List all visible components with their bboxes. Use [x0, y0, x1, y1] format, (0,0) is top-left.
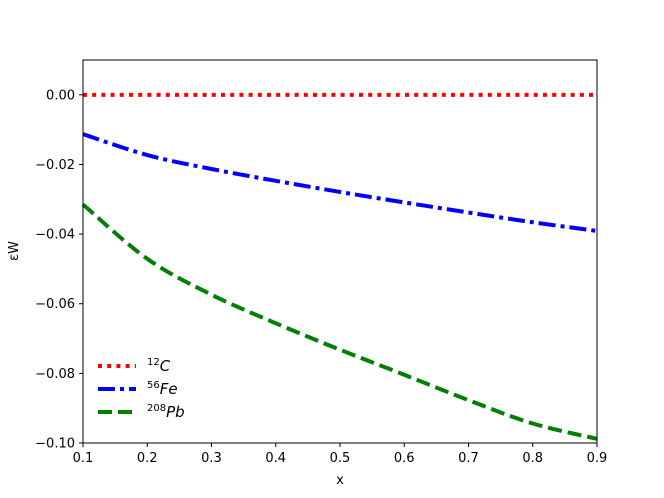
x-axis-label: x	[336, 473, 344, 488]
x-tick-label: 0.2	[137, 451, 158, 466]
x-tick-label: 0.6	[394, 451, 415, 466]
series-line-208Pb	[81, 202, 598, 441]
legend: 12C 56Fe 208Pb	[98, 357, 185, 421]
x-tick-label: 0.7	[458, 451, 479, 466]
legend-label: 56Fe	[147, 380, 178, 398]
x-tick-label: 0.5	[330, 451, 351, 466]
series-lines	[81, 92, 598, 441]
x-tick-label: 0.4	[265, 451, 286, 466]
x-tick-label: 0.8	[522, 451, 543, 466]
y-tick-label: −0.06	[35, 297, 75, 312]
legend-label: 208Pb	[147, 403, 185, 421]
x-tick-label: 0.3	[201, 451, 222, 466]
y-tick-label: 0.00	[46, 88, 75, 103]
y-tick-label: −0.02	[35, 158, 75, 173]
x-tick-label: 0.9	[587, 451, 608, 466]
plot-background	[83, 60, 597, 443]
legend-label: 12C	[147, 357, 171, 375]
y-tick-label: −0.08	[35, 367, 75, 382]
y-axis-label: εW	[7, 241, 22, 261]
y-tick-label: −0.10	[35, 437, 75, 452]
series-line-56Fe	[82, 132, 598, 233]
y-axis: 0.00 −0.02 −0.04 −0.06 −0.08 −0.10	[35, 88, 83, 452]
x-tick-label: 0.1	[73, 451, 94, 466]
y-tick-label: −0.04	[35, 228, 75, 243]
x-axis: 0.1 0.2 0.3 0.4 0.5 0.6 0.7 0.8 0.9	[73, 443, 608, 466]
